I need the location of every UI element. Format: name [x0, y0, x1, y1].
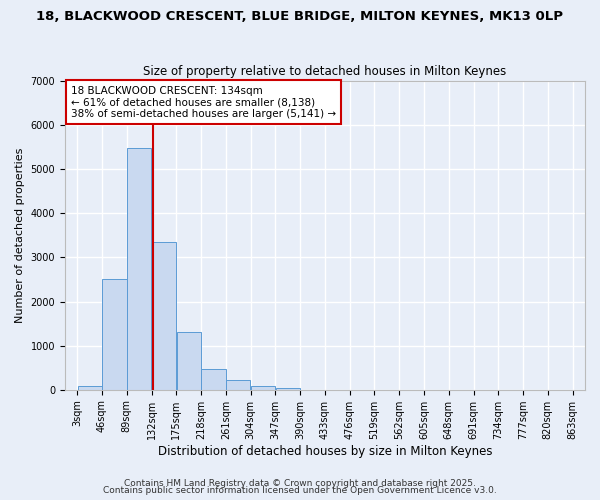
Bar [103, 280, 127, 390]
Title: Size of property relative to detached houses in Milton Keynes: Size of property relative to detached ho… [143, 66, 506, 78]
Text: Contains HM Land Registry data © Crown copyright and database right 2025.: Contains HM Land Registry data © Crown c… [124, 478, 476, 488]
Bar [276, 388, 300, 390]
Bar [202, 369, 226, 390]
Text: 18 BLACKWOOD CRESCENT: 134sqm
← 61% of detached houses are smaller (8,138)
38% o: 18 BLACKWOOD CRESCENT: 134sqm ← 61% of d… [71, 86, 336, 119]
Text: 18, BLACKWOOD CRESCENT, BLUE BRIDGE, MILTON KEYNES, MK13 0LP: 18, BLACKWOOD CRESCENT, BLUE BRIDGE, MIL… [37, 10, 563, 23]
Bar [176, 332, 201, 390]
Bar [226, 380, 250, 390]
Bar [127, 148, 151, 390]
Text: Contains public sector information licensed under the Open Government Licence v3: Contains public sector information licen… [103, 486, 497, 495]
Y-axis label: Number of detached properties: Number of detached properties [15, 148, 25, 323]
Bar [77, 386, 102, 390]
Bar [152, 242, 176, 390]
Bar [251, 386, 275, 390]
X-axis label: Distribution of detached houses by size in Milton Keynes: Distribution of detached houses by size … [158, 444, 492, 458]
